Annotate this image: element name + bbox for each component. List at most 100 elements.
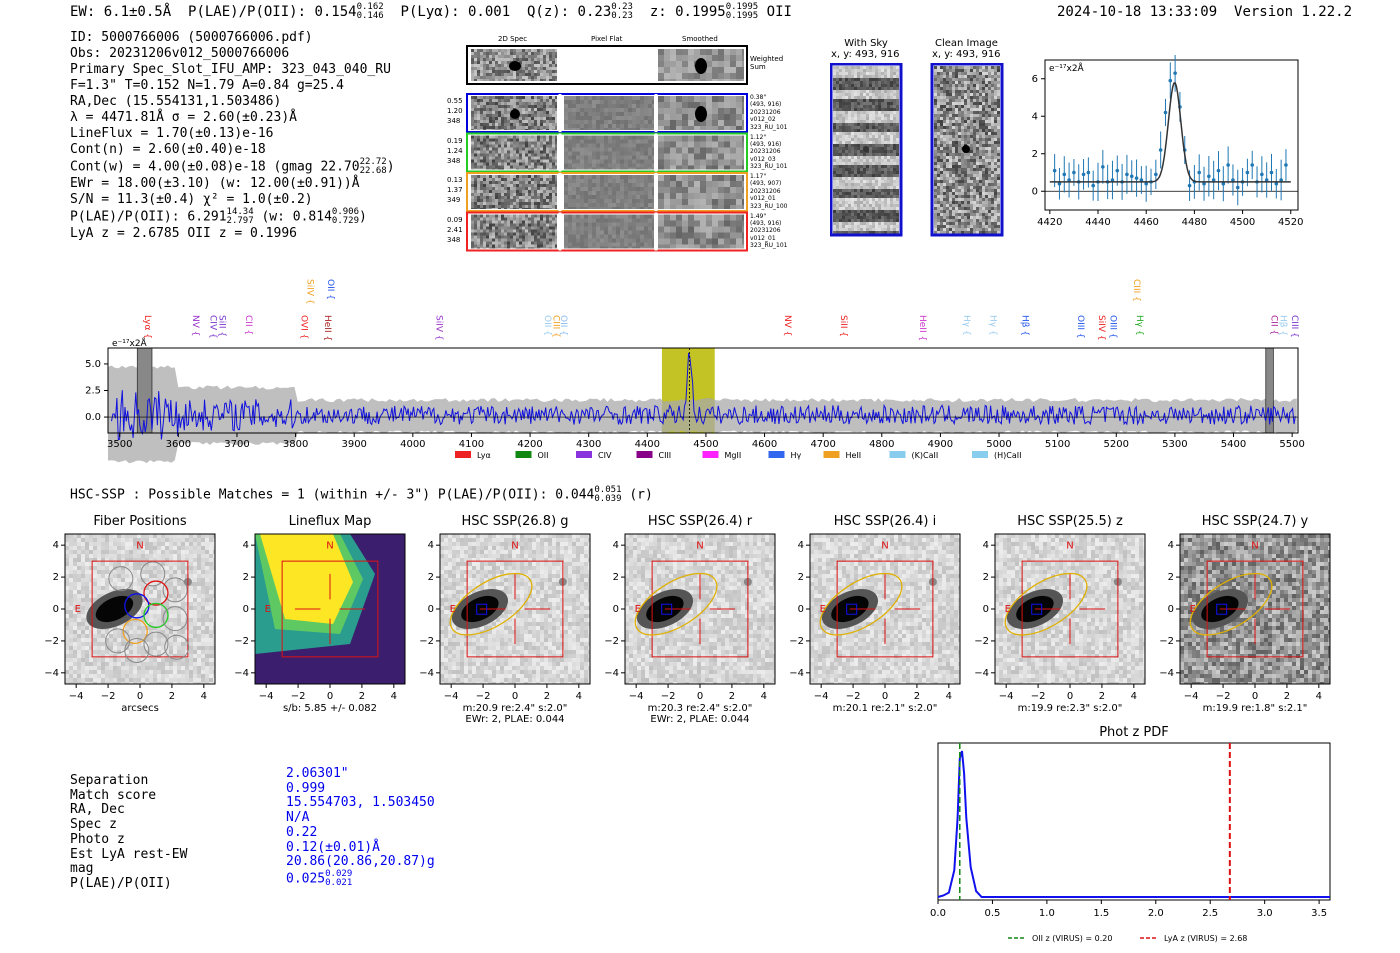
hsc-panel-6-east: E — [1190, 604, 1196, 615]
hsc-panel-6-ytick-label-4: 4 — [1168, 540, 1174, 551]
hsc-panel-6-aperture — [1206, 560, 1304, 658]
hsc-panel-2-caption: m:20.9 re:2.4" s:2.0" — [463, 703, 568, 714]
fit-point-0 — [1052, 168, 1057, 173]
info-contw-hi: 22.72 — [359, 157, 387, 167]
hsc-panel-2-xtick-label-2: 0 — [512, 691, 518, 702]
hsc-panel-1-ytick-label-0: −4 — [234, 668, 249, 679]
fiber-3-frame — [466, 211, 748, 252]
hsc-panel-1-xtick-label-4: 4 — [391, 691, 397, 702]
fit-point-3 — [1067, 178, 1071, 182]
fit-point-1 — [1057, 181, 1062, 186]
header-plae-hi: 0.162 — [356, 2, 384, 12]
match-value-photoz: 0.22 — [286, 824, 318, 840]
fit-xtick-label-4460: 4460 — [1133, 217, 1158, 228]
fiber-3-meta-2: 20231206 — [750, 227, 781, 235]
header-qz-hi: 0.23 — [611, 2, 633, 12]
hsc-panel-4-xtick-label-3: 2 — [914, 691, 920, 702]
fiber-1-2d-noise — [471, 135, 557, 170]
hsc-panel-3-caption-2: EWr: 2, PLAE: 0.044 — [650, 714, 749, 725]
info-obs: Obs: 20231206v012_5000766006 — [70, 46, 290, 61]
fit-point-31 — [1202, 181, 1206, 186]
fiber-0-2d-source — [510, 109, 520, 119]
fit-point-18 — [1139, 178, 1144, 182]
weighted-smooth-source — [695, 58, 707, 74]
info-contw-text: Cont(w) = 4.00(±0.08)e-18 (gmag 22.70 — [70, 159, 360, 175]
info-plae-w-hi: 0.906 — [331, 207, 360, 217]
spectral-line-7: OII { — [325, 279, 335, 300]
legend-label-8: (H)CaII — [994, 451, 1021, 460]
hsc-panel-1-ytick-label-4: 4 — [243, 540, 249, 551]
col-smoothed: Smoothed — [682, 35, 718, 43]
fiber-3-smooth-noise — [658, 214, 744, 249]
hsc-panel-6-caption: m:19.9 re:1.8" s:2.1" — [1203, 703, 1308, 714]
info-plae-text: P(LAE)/P(OII): 6.291 — [70, 209, 227, 225]
hsc-panel-4-ytick-label-0: −4 — [789, 668, 804, 679]
hsc-panel-5-ytick-label-3: 2 — [983, 572, 989, 583]
spec-xtick-label-5400: 5400 — [1221, 439, 1246, 450]
hsc-panel-0-galaxy-core — [95, 595, 134, 623]
photz-pdf-curve — [937, 750, 1330, 898]
hsc-panel-0-ytick-label-4: 4 — [53, 540, 59, 551]
hsc-panel-1-xtick-label-1: −2 — [291, 691, 306, 702]
fit-point-43 — [1260, 172, 1264, 177]
hsc-panel-3-ytick-label-4: 4 — [613, 540, 619, 551]
fit-point-21 — [1154, 172, 1158, 177]
hsc-panel-6-xtick-label-4: 4 — [1316, 691, 1322, 702]
lineflux-yellow — [260, 534, 353, 624]
info-plae-w-lo: 0.729 — [331, 216, 360, 226]
hsc-panel-0-ytick-label-2: 0 — [53, 604, 59, 615]
hsc-panel-2-title: HSC SSP(26.8) g — [461, 514, 568, 529]
hsc-panel-3-ellipse — [634, 572, 718, 636]
hsc-panel-0-title: Fiber Positions — [93, 514, 186, 529]
fit-point-22 — [1158, 148, 1163, 152]
photz-axes-frame — [937, 742, 1331, 901]
weighted-sum-label: Weighted Sum — [750, 55, 784, 71]
fit-ytick-label-0: 0 — [1032, 186, 1038, 197]
fit-axes-frame — [1044, 59, 1299, 211]
fiber-3-num-0: 0.09 — [447, 215, 463, 224]
hsc-panel-2-xtick-label-4: 4 — [576, 691, 582, 702]
legend-swatch-8 — [972, 451, 988, 458]
spec-xtick-label-4100: 4100 — [459, 439, 484, 450]
match-value-plae: 0.025 0.029 0.021 — [286, 869, 435, 888]
fiber-2-meta-4: 323_RU_100 — [750, 202, 788, 210]
hsc-panel-4-title: HSC SSP(26.4) i — [834, 514, 936, 529]
fiber-0-meta-4: 323_RU_101 — [750, 123, 788, 131]
hsc-panel-3-north: N — [696, 540, 703, 551]
weighted-2d-source — [509, 61, 521, 71]
match-value-mag: 20.86(20.86,20.87)g — [286, 854, 435, 870]
fiber-0-meta-1: (493, 916) — [750, 101, 782, 109]
line-fit-plot: e⁻¹⁷x2Å 4420 4440 4460 4480 4500 4520 0 2 4 6 — [1032, 55, 1303, 228]
fit-xtick-label-4500: 4500 — [1230, 217, 1255, 228]
hsc-panel-3-noise — [625, 534, 775, 684]
fit-point-23 — [1163, 110, 1168, 115]
version: Version 1.22.2 — [1234, 4, 1353, 20]
fiber-3-meta-4: 323_RU_101 — [750, 242, 788, 250]
legend-label-1: OII — [538, 451, 549, 460]
fit-point-7 — [1086, 170, 1091, 175]
match-value-radec: 15.554703, 1.503450 — [286, 795, 435, 811]
fit-point-35 — [1221, 181, 1226, 186]
legend-label-4: MgII — [725, 451, 742, 460]
hsc-panel-4-ytick-label-2: 0 — [798, 604, 804, 615]
info-ewr: EWr = 18.00(±3.10) (w: 12.00(±0.91))Å — [70, 176, 360, 191]
legend-swatch-2 — [576, 451, 592, 458]
hsc-panel-6-xtick-label-0: −4 — [1184, 691, 1199, 702]
hsc-panel-6-noise — [1180, 534, 1330, 684]
fit-point-47 — [1279, 178, 1283, 182]
hsc-panel-0-xtick-label-2: 0 — [137, 691, 143, 702]
legend-swatch-0 — [455, 451, 471, 458]
fiber-0-2d-noise — [471, 96, 557, 130]
fiber-1-num-2: 348 — [447, 156, 461, 165]
hsc-panel-5-ellipse — [1004, 572, 1088, 636]
fiber-1-flat-noise — [564, 135, 654, 170]
fiber-circle-10 — [143, 631, 169, 657]
fiber-3-meta-3: v012_01 — [750, 234, 776, 242]
fit-point-13 — [1115, 168, 1120, 173]
spectral-line-13: NV { — [782, 315, 792, 336]
fiber-2-smooth-noise — [658, 175, 744, 209]
spec-xtick-label-4800: 4800 — [869, 439, 894, 450]
fit-xtick-label-4520: 4520 — [1278, 217, 1303, 228]
fiber-1-meta-1: (493, 916) — [750, 140, 782, 148]
fit-point-25 — [1173, 71, 1177, 75]
